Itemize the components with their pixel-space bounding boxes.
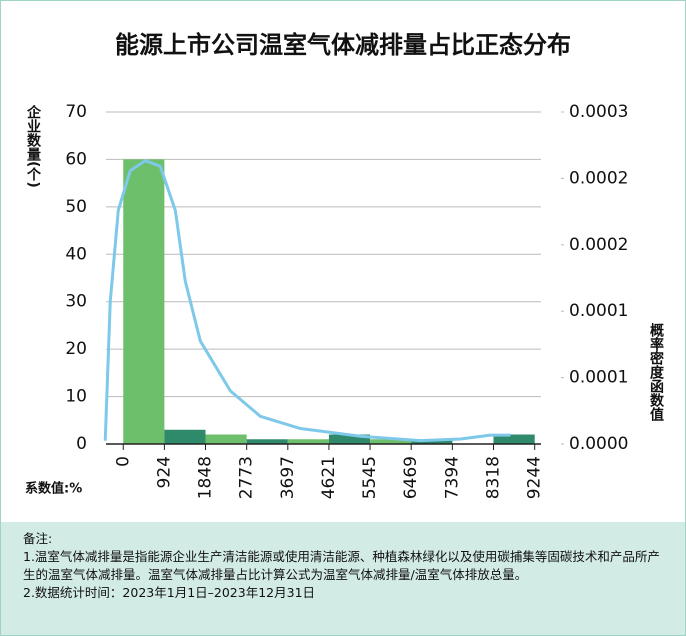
x-tick-label: 9244 [525,456,545,499]
y-axis-title: 企业数量(个) [25,104,42,187]
bar [328,434,371,444]
notes-title: 备注: [23,531,53,546]
y2-axis-title: 概率密度函数值 [648,322,665,421]
bar [123,159,165,444]
note: 2.数据统计时间：2023年1月1日–2023年12月31日 [23,585,316,600]
chart: 能源上市公司温室气体减排量占比正态分布 企业数量(个) 概率密度函数值 系数值:… [25,31,665,499]
y-tick-label: 50 [65,197,87,217]
x-tick-label: 6469 [401,456,421,499]
y-tick-label: 0 [76,434,87,454]
x-tick-label: 924 [154,456,174,488]
x-tick-label: 3697 [278,456,298,499]
x-tick-label: 4621 [319,456,339,499]
y-tick-label: 40 [65,244,87,264]
y-tick-label: 70 [65,102,87,122]
notes: 备注: 1.温室气体减排量是指能源企业生产清洁能源或使用清洁能源、种植森林绿化以… [1,522,685,635]
x-tick-label: 1848 [196,456,216,499]
x-tick-label: 2773 [237,456,257,499]
bar [370,439,412,444]
bar [246,439,288,444]
y2-tick-label: 0.0001 [569,301,628,321]
x-axis-title: 系数值:% [25,481,82,497]
y-tick-label: 60 [65,149,87,169]
x-tick-label: 7394 [442,456,462,499]
bar [205,434,247,444]
y2-tick-label: 0.0003 [569,102,628,122]
y-tick-label: 20 [65,339,87,359]
y-tick-label: 30 [65,292,87,312]
x-tick-label: 0 [113,456,133,467]
y2-tick-label: 0.0000 [569,434,628,454]
chart-title: 能源上市公司温室气体减排量占比正态分布 [115,31,571,59]
bar [493,434,535,444]
bar [164,429,206,444]
y-tick-label: 10 [65,387,87,407]
note: 1.温室气体减排量是指能源企业生产清洁能源或使用清洁能源、种植森林绿化以及使用碳… [23,549,660,582]
y2-tick-label: 0.0002 [569,168,628,188]
x-tick-label: 5545 [360,456,380,499]
density-curve [103,159,511,443]
y2-tick-label: 0.0001 [569,368,628,388]
x-tick-label: 8318 [483,456,503,499]
y2-tick-label: 0.0002 [569,235,628,255]
bar [287,439,329,444]
